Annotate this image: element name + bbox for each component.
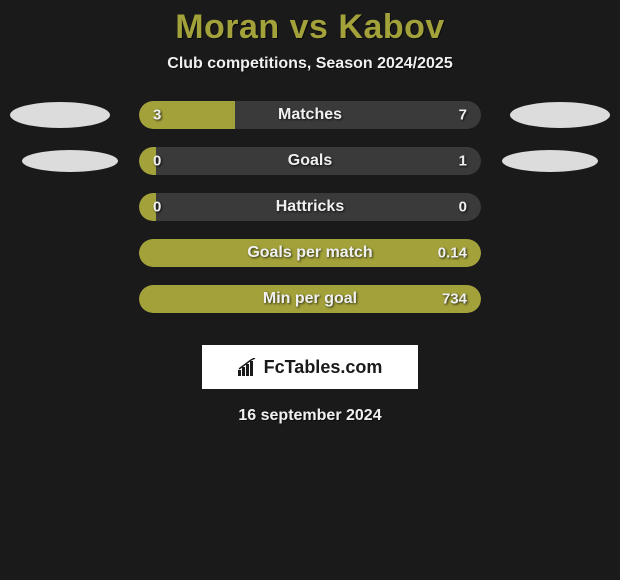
stat-bar-min-per-goal: Min per goal 734	[139, 285, 481, 313]
player-left-logo-placeholder	[10, 102, 110, 128]
stat-value-left: 0	[153, 199, 161, 216]
stat-row-goals: 0 Goals 1	[0, 147, 620, 175]
stat-value-left: 0	[153, 153, 161, 170]
footer-date: 16 september 2024	[238, 407, 381, 425]
player-left-team-placeholder	[22, 150, 118, 172]
stat-value-right: 1	[459, 153, 467, 170]
stat-row-matches: 3 Matches 7	[0, 101, 620, 129]
stat-row-min-per-goal: Min per goal 734	[0, 285, 620, 313]
page-subtitle: Club competitions, Season 2024/2025	[167, 55, 452, 73]
page-title: Moran vs Kabov	[175, 8, 445, 47]
stat-bar-matches: 3 Matches 7	[139, 101, 481, 129]
stat-bar-goals-per-match: Goals per match 0.14	[139, 239, 481, 267]
bar-fill-right	[139, 285, 481, 313]
stat-value-right: 0	[459, 199, 467, 216]
stat-row-hattricks: 0 Hattricks 0	[0, 193, 620, 221]
stat-value-right: 7	[459, 107, 467, 124]
player-right-logo-placeholder	[510, 102, 610, 128]
player-right-team-placeholder	[502, 150, 598, 172]
stat-value-right: 734	[442, 291, 467, 308]
stat-label: Goals	[139, 152, 481, 170]
stat-value-right: 0.14	[438, 245, 467, 262]
stat-value-left: 3	[153, 107, 161, 124]
stat-bar-hattricks: 0 Hattricks 0	[139, 193, 481, 221]
source-badge-text: FcTables.com	[264, 357, 383, 378]
infographic-container: Moran vs Kabov Club competitions, Season…	[0, 0, 620, 425]
stat-label: Hattricks	[139, 198, 481, 216]
stat-row-goals-per-match: Goals per match 0.14	[0, 239, 620, 267]
bar-fill-right	[139, 239, 481, 267]
stat-bar-goals: 0 Goals 1	[139, 147, 481, 175]
source-badge[interactable]: FcTables.com	[202, 345, 418, 389]
chart-icon	[238, 358, 260, 376]
